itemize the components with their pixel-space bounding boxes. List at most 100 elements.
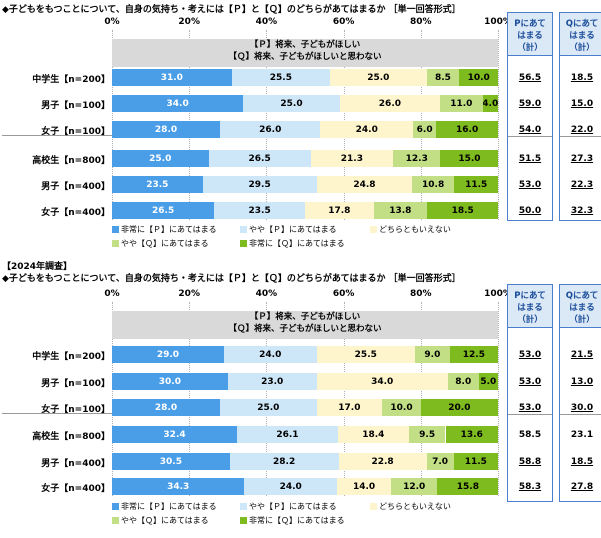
axis-tick-label: 80% [410,289,432,299]
summary-separator [560,136,601,137]
stacked-bar: 30.5 28.2 22.8 7.0 11.5 [112,453,498,470]
row-label: 女子【n=400】 [41,484,110,494]
header-q-text: 【Ｑ】将来、子どもがほしいと思わない [228,324,382,334]
summary-value: 56.5 [518,73,542,83]
bar-segment-4: 9.5 [408,426,446,443]
axis-tick-label: 20% [178,17,200,27]
bar-segment-3: 18.4 [337,426,409,443]
bar-segment-4: 9.0 [415,346,450,363]
stacked-bar: 31.0 25.5 25.0 8.5 10.0 [112,69,498,86]
gridline [498,30,499,220]
legend-item: 非常に【Ｑ】にあてはまる [240,515,345,526]
summary-header-line: はまる [569,31,595,41]
row-label: 女子【n=100】 [41,405,110,415]
bar-segment-5: 4.0 [482,95,498,112]
bar-segment-3: 24.0 [320,121,414,138]
legend-header-box: 【Ｐ】将来、子どもがほしい 【Ｑ】将来、子どもがほしいと思わない [112,39,498,67]
summary-value: 59.0 [518,99,542,109]
bar-segment-1: 28.0 [112,399,221,416]
bar-segment-1: 28.0 [112,121,221,138]
bar-segment-5: 15.8 [437,478,499,495]
legend-item: どちらともいえない [370,501,451,512]
axis-tick-label: 40% [255,289,278,299]
bar-segment-2: 24.0 [244,478,338,495]
bar-segment-5: 20.0 [420,399,498,416]
row-label: 男子【n=100】 [41,101,110,111]
row-label: 男子【n=400】 [41,459,110,469]
summary-value: 54.0 [518,125,542,135]
legend-swatch [240,226,247,233]
legend-item: 非常に【Ｐ】にあてはまる [112,501,217,512]
bar-segment-5: 12.5 [449,346,498,363]
summary-value: 13.0 [570,377,594,387]
bar-segment-2: 26.0 [220,121,321,138]
bar-segment-5: 16.0 [436,121,498,138]
legend-label: 非常に【Ｑ】にあてはまる [249,239,345,248]
summary-header-line: （計） [569,315,595,325]
bar-segment-4: 13.8 [373,202,427,219]
header-p-text: 【Ｐ】将来、子どもがほしい [249,312,361,322]
summary-value: 18.5 [570,457,594,467]
bar-segment-1: 29.0 [112,346,224,363]
bar-segment-2: 25.5 [231,69,331,86]
legend-item: やや【Ｑ】にあてはまる [112,238,209,249]
bar-segment-3: 26.0 [339,95,441,112]
summary-header-line: （計） [517,315,543,325]
summary-value: 51.5 [518,154,542,164]
bar-segment-2: 23.0 [227,373,317,390]
bar-segment-2: 29.5 [202,176,317,193]
summary-header-line: Pにあて [514,19,546,29]
summary-header-line: Qにあて [565,291,599,301]
legend-swatch [240,517,247,524]
axis-tick-label: 60% [332,17,355,27]
summary-box-p: Pにあて はまる （計） 56.5 59.0 54.0 51.5 53.0 50.0 [507,12,553,221]
legend-swatch [112,240,119,247]
summary-header-line: はまる [517,303,543,313]
bar-segment-2: 26.1 [237,426,338,443]
legend-label: 非常に【Ｑ】にあてはまる [249,516,345,525]
bar-segment-1: 23.5 [112,176,203,193]
bar-segment-1: 30.0 [112,373,228,390]
summary-box-q: Qにあて はまる （計） 18.5 15.0 22.0 27.3 22.3 32.3 [559,12,601,221]
row-label: 男子【n=100】 [41,379,110,389]
bar-segment-5: 13.6 [445,426,498,443]
axis-tick-label: 100% [484,289,512,299]
summary-value: 21.5 [570,350,594,360]
legend-swatch [240,240,247,247]
summary-value: 58.3 [518,482,542,492]
legend-swatch [370,226,377,233]
bar-segment-4: 8.0 [447,373,479,390]
axis-tick-label: 80% [410,17,432,27]
chart-title: ◆子どもをもつことについて、自身の気持ち・考えには【Ｐ】と【Ｑ】のどちらがあては… [2,5,461,15]
legend-item: どちらともいえない [370,224,451,235]
bar-segment-3: 14.0 [337,478,392,495]
legend-swatch [112,503,119,510]
gridline [498,302,499,496]
legend-label: 非常に【Ｐ】にあてはまる [121,502,217,511]
bar-segment-4: 12.3 [393,150,441,167]
header-q-text: 【Ｑ】将来、子どもがほしいと思わない [228,52,382,62]
axis-tick-label: 40% [255,17,278,27]
summary-separator [560,414,601,415]
legend-swatch [240,503,247,510]
bar-segment-3: 22.8 [338,453,427,470]
axis-tick-label: 100% [484,17,512,27]
summary-value: 23.1 [570,430,594,440]
bar-segment-1: 25.0 [112,150,209,167]
summary-box-q: Qにあて はまる （計） 21.5 13.0 30.0 23.1 18.5 27.8 [559,284,601,502]
bar-segment-3: 17.0 [316,399,383,416]
bar-segment-3: 21.3 [310,150,393,167]
bar-segment-4: 10.8 [412,176,454,193]
summary-header-line: Pにあて [514,291,546,301]
bar-segment-2: 28.2 [229,453,339,470]
row-label: 女子【n=400】 [41,208,110,218]
bar-segment-4: 10.0 [382,399,421,416]
legend-label: どちらともいえない [379,502,451,511]
stacked-bar: 26.5 23.5 17.8 13.8 18.5 [112,202,499,219]
summary-value: 30.0 [570,403,594,413]
legend-label: やや【Ｑ】にあてはまる [121,516,209,525]
row-label: 高校生【n=800】 [32,432,110,442]
axis-tick-label: 60% [332,289,355,299]
bar-segment-2: 25.0 [220,399,317,416]
summary-value: 27.8 [570,482,594,492]
